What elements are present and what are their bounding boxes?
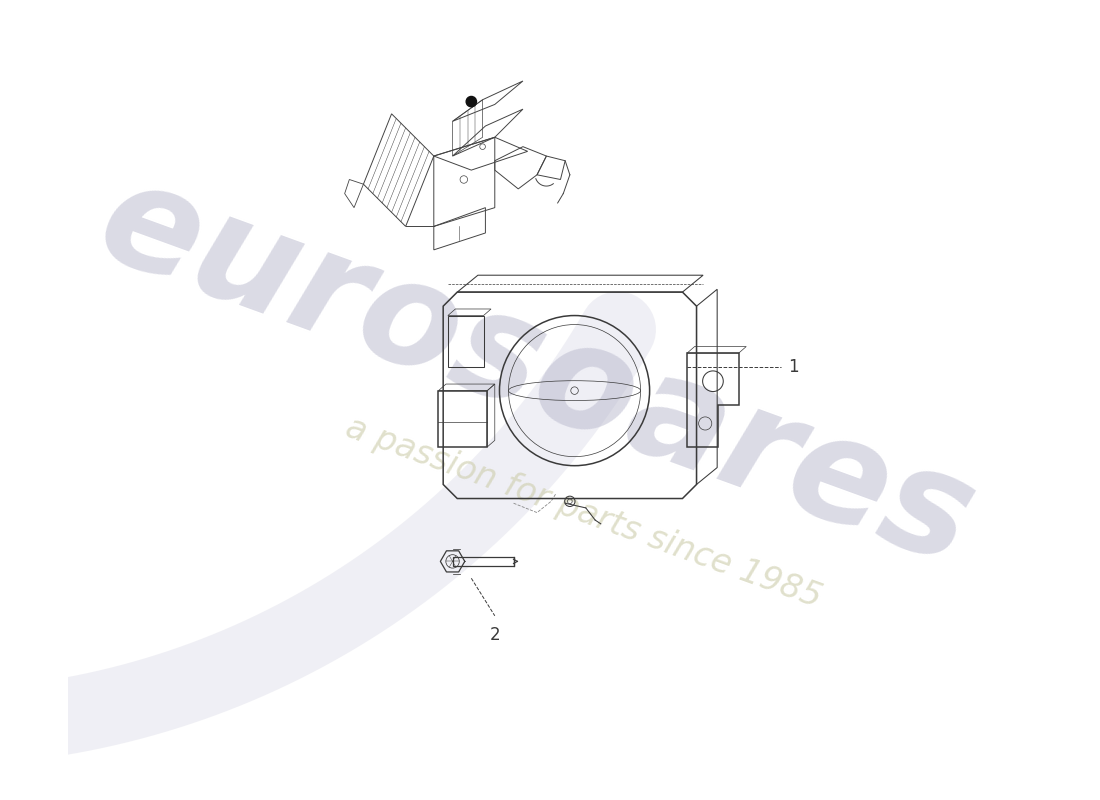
Text: 2: 2: [490, 626, 500, 643]
Circle shape: [466, 97, 476, 106]
Text: 1: 1: [789, 358, 799, 376]
Text: a passion for parts since 1985: a passion for parts since 1985: [341, 411, 826, 614]
Text: eurosoares: eurosoares: [81, 149, 992, 595]
